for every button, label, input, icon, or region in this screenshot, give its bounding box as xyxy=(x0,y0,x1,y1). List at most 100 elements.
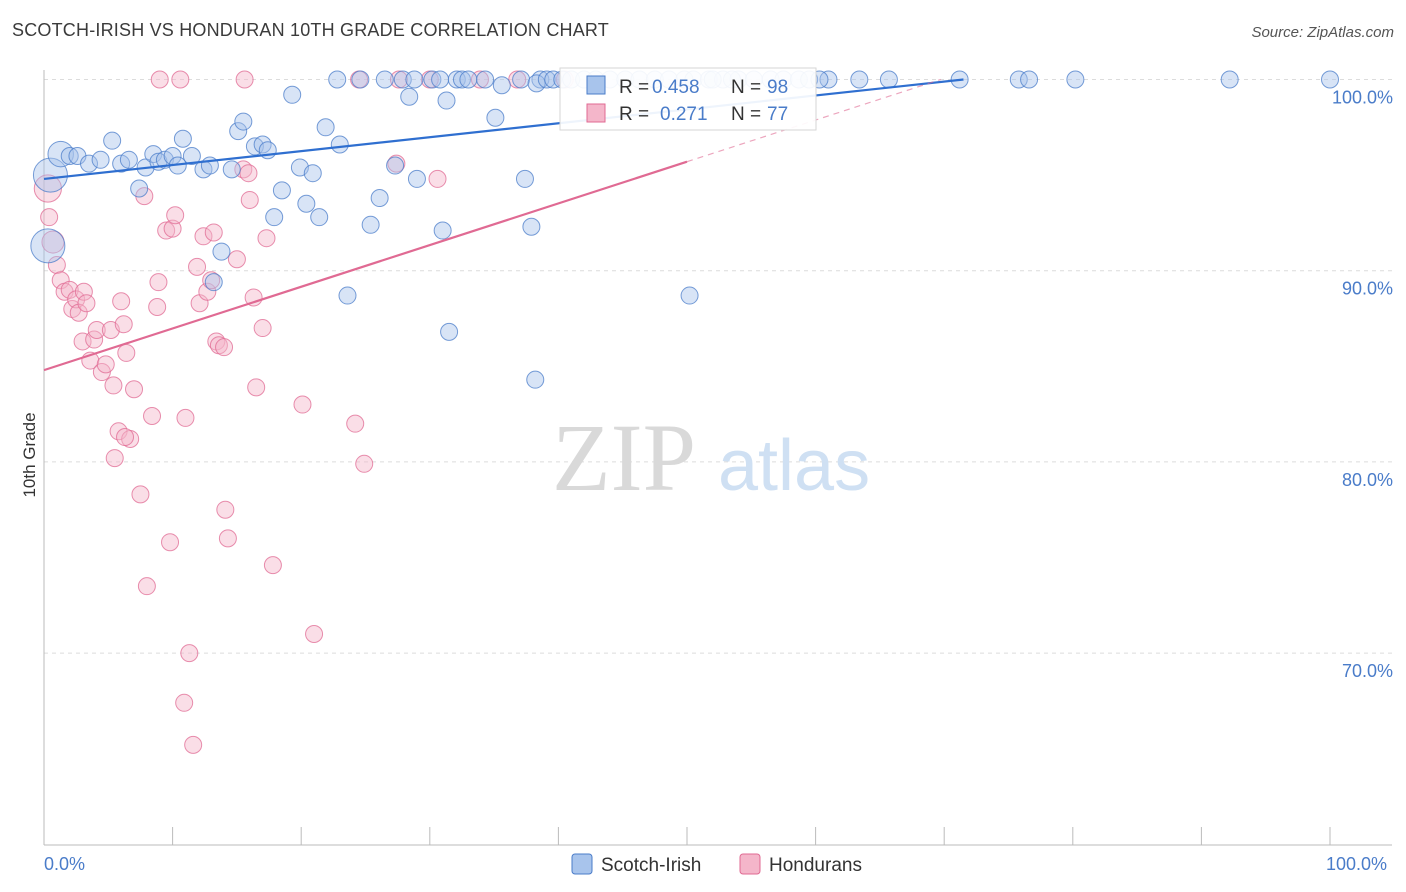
hondurans-point-67 xyxy=(355,454,374,473)
hondurans-point-49 xyxy=(204,223,223,242)
hondurans-point-40 xyxy=(175,693,194,712)
hondurans-point-64 xyxy=(293,395,312,414)
hondurans-point-47 xyxy=(198,282,217,301)
scotch-irish-point-30 xyxy=(272,181,291,200)
scotch-irish-point-36 xyxy=(316,118,335,137)
y-tick-labels: 100.0% 90.0% 80.0% 70.0% xyxy=(1332,88,1393,682)
scotch-irish-point-43 xyxy=(375,70,394,89)
scotch-irish-point-41 xyxy=(361,215,380,234)
hondurans-point-35 xyxy=(157,221,176,240)
hondurans-point-20 xyxy=(105,449,124,468)
hondurans-point-3 xyxy=(47,255,66,274)
hondurans-point-55 xyxy=(227,250,246,269)
scotch-irish-point-96 xyxy=(1066,70,1085,89)
scotch-irish-point-53 xyxy=(440,322,459,341)
hondurans-trend-line xyxy=(43,160,688,372)
y-tick-label-2: 80.0% xyxy=(1342,470,1393,490)
hondurans-point-70 xyxy=(428,169,447,188)
scotch-irish-point-51 xyxy=(433,221,452,240)
scotch-irish-point-65 xyxy=(527,74,546,93)
hondurans-point-30 xyxy=(137,577,156,596)
hondurans-point-34 xyxy=(150,70,169,89)
scotch-irish-point-7 xyxy=(103,131,122,150)
scotch-irish-point-18 xyxy=(182,146,201,165)
hondurans-point-23 xyxy=(117,343,136,362)
scotch-irish-point-44 xyxy=(386,156,405,175)
scotch-irish-point-9 xyxy=(119,150,138,169)
hondurans-point-33 xyxy=(149,273,168,292)
scotch-irish-point-38 xyxy=(330,135,349,154)
scotch-irish-point-31 xyxy=(283,85,302,104)
scotch-irish-point-49 xyxy=(423,70,442,89)
y-tick-label-3: 70.0% xyxy=(1342,661,1393,681)
bottom-legend-label-hondurans[interactable]: Hondurans xyxy=(769,855,862,876)
scotch-irish-point-6 xyxy=(91,150,110,169)
scotch-irish-point-3 xyxy=(60,146,79,165)
hondurans-point-12 xyxy=(77,294,96,313)
hondurans-point-37 xyxy=(163,219,182,238)
hondurans-point-57 xyxy=(239,164,258,183)
scotch-irish-point-55 xyxy=(452,70,471,89)
scotch-irish-point-56 xyxy=(459,70,478,89)
scotch-irish-point-50 xyxy=(431,70,450,89)
hondurans-point-58 xyxy=(240,190,259,209)
scotch-irish-point-29 xyxy=(265,208,284,227)
bottom-legend-swatch-scotch-irish[interactable] xyxy=(571,853,593,875)
axes xyxy=(43,70,1392,846)
hondurans-point-42 xyxy=(180,644,199,663)
scotch-irish-point-90 xyxy=(819,70,838,89)
hondurans-point-60 xyxy=(247,378,266,397)
scotch-irish-point-59 xyxy=(492,76,511,95)
legend-n-value-1: 98 xyxy=(767,77,788,98)
hondurans-point-9 xyxy=(69,303,88,322)
legend-n-label-1: N = xyxy=(731,77,761,98)
watermark-zip: ZIP xyxy=(552,404,696,511)
hondurans-point-15 xyxy=(87,320,106,339)
x-tick-max: 100.0% xyxy=(1326,854,1387,874)
scotch-irish-point-37 xyxy=(328,70,347,89)
scotch-irish-point-40 xyxy=(351,70,370,89)
scotch-irish-point-46 xyxy=(400,87,419,106)
scotch-irish-point-48 xyxy=(407,169,426,188)
bottom-legend-label-scotch-irish[interactable]: Scotch-Irish xyxy=(601,855,701,876)
scotch-irish-trend-line xyxy=(43,78,964,181)
hondurans-point-27 xyxy=(125,380,144,399)
hondurans-point-17 xyxy=(96,355,115,374)
y-axis-label: 10th Grade xyxy=(20,412,39,497)
hondurans-point-38 xyxy=(166,206,185,225)
scotch-irish-point-35 xyxy=(310,208,329,227)
scotch-irish-point-27 xyxy=(253,135,272,154)
legend-r-label-1: R = xyxy=(619,77,649,98)
bottom-legend-swatch-hondurans[interactable] xyxy=(739,853,761,875)
scotch-irish-point-33 xyxy=(297,194,316,213)
x-tick-labels: 0.0% 100.0% xyxy=(44,854,1387,874)
hondurans-point-72 xyxy=(235,70,254,89)
hondurans-point-28 xyxy=(131,485,150,504)
scotch-irish-point-98 xyxy=(1321,70,1339,89)
scotch-irish-point-52 xyxy=(437,91,456,110)
scotch-irish-point-21 xyxy=(212,242,231,261)
hondurans-point-61 xyxy=(253,319,272,338)
watermark: ZIP atlas xyxy=(552,404,870,511)
chart-source: Source: ZipAtlas.com xyxy=(1251,24,1394,41)
legend-swatch-scotch-irish xyxy=(586,75,606,95)
hondurans-point-6 xyxy=(60,280,79,299)
scotch-irish-point-24 xyxy=(229,122,248,141)
y-tick-label-0: 100.0% xyxy=(1332,88,1393,108)
hondurans-point-19 xyxy=(104,376,123,395)
hondurans-point-36 xyxy=(161,533,180,552)
y-tick-label-1: 90.0% xyxy=(1342,279,1393,299)
scotch-irish-point-17 xyxy=(173,129,192,148)
hondurans-point-62 xyxy=(257,229,276,248)
x-tick-min: 0.0% xyxy=(44,854,85,874)
hondurans-point-44 xyxy=(188,257,207,276)
scotch-irish-point-66 xyxy=(537,70,556,89)
hondurans-point-41 xyxy=(176,408,195,427)
scotch-irish-point-42 xyxy=(370,189,389,208)
hondurans-point-1 xyxy=(40,208,59,227)
scotch-irish-point-39 xyxy=(338,286,357,305)
scotch-irish-point-57 xyxy=(476,70,495,89)
hondurans-point-43 xyxy=(184,735,203,754)
scotch-irish-point-47 xyxy=(405,70,424,89)
hondurans-point-48 xyxy=(202,271,221,290)
